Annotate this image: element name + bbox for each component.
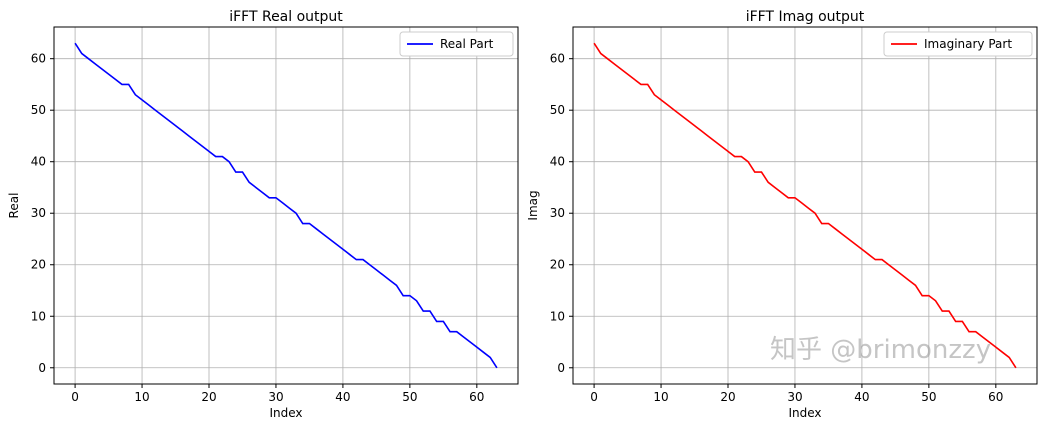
x-tick-label: 20	[201, 390, 216, 404]
y-tick-label: 20	[550, 258, 565, 272]
x-tick-label: 30	[268, 390, 283, 404]
chart-1: 0 10 20 30 40 50 60 0 10 20 30 40 50 60 Real Part iFFT …	[7, 9, 519, 420]
x-tick-label: 30	[787, 390, 802, 404]
y-axis-label: Real	[7, 193, 21, 219]
y-tick-label: 0	[38, 361, 46, 375]
legend-label: Imaginary Part	[924, 37, 1012, 51]
chart-title: iFFT Real output	[229, 9, 343, 25]
legend-box	[399, 31, 514, 57]
x-axis-label: Index	[269, 406, 302, 420]
series-line-1	[74, 42, 498, 369]
x-tick-label: 40	[854, 390, 869, 404]
chart-2: 0 10 20 30 40 50 60 0 10 20 30 40 50 60 Imaginary Part…	[526, 9, 1038, 420]
legend: Real Part	[399, 31, 514, 57]
y-tick-label: 30	[550, 206, 565, 220]
watermark: 知乎 @brimonzzy	[770, 335, 992, 365]
chart-title: iFFT Imag output	[746, 9, 865, 25]
y-tick-label: 50	[550, 103, 565, 117]
x-tick-label: 0	[590, 390, 598, 404]
x-axis-label: Index	[788, 406, 821, 420]
y-axis-label: Imag	[526, 190, 540, 220]
x-tick-label: 50	[921, 390, 936, 404]
x-tick-label: 10	[134, 390, 149, 404]
y-tick-label: 20	[31, 258, 46, 272]
y-tick-label: 10	[31, 309, 46, 323]
x-tick-label: 20	[720, 390, 735, 404]
y-tick-label: 40	[550, 155, 565, 169]
y-tick-label: 30	[31, 206, 46, 220]
y-tick-label: 10	[550, 309, 565, 323]
legend-box	[883, 31, 1033, 57]
x-tick-label: 10	[653, 390, 668, 404]
x-tick-label: 60	[988, 390, 1003, 404]
y-tick-label: 40	[31, 155, 46, 169]
y-tick-label: 50	[31, 103, 46, 117]
legend-label: Real Part	[440, 37, 494, 51]
x-tick-label: 50	[402, 390, 417, 404]
y-tick-label: 60	[550, 52, 565, 66]
y-tick-label: 0	[557, 361, 565, 375]
series-line-1	[593, 42, 1017, 369]
x-tick-label: 40	[335, 390, 350, 404]
plot-frame	[572, 26, 1038, 385]
y-tick-label: 60	[31, 52, 46, 66]
x-tick-label: 60	[469, 390, 484, 404]
x-tick-label: 0	[71, 390, 79, 404]
legend: Imaginary Part	[883, 31, 1033, 57]
plot-frame	[53, 26, 519, 385]
